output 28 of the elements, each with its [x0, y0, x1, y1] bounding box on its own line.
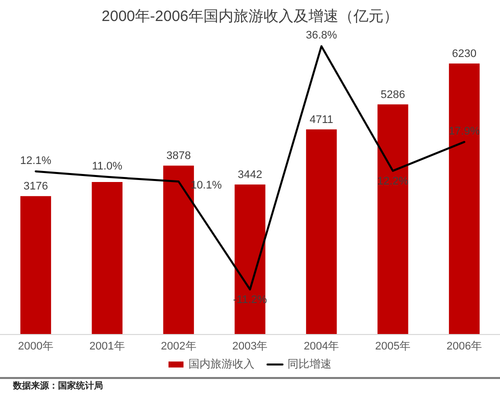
data-label: 12.1% [20, 154, 52, 167]
source-note: 数据来源：国家统计局 [12, 380, 103, 390]
data-label: 3176 [23, 180, 48, 193]
data-label: 3878 [166, 150, 191, 162]
data-label: 17.9% [448, 125, 480, 138]
data-label: 12.2% [377, 175, 409, 188]
x-tick-label: 2006年 [446, 340, 482, 352]
data-label: 6230 [452, 48, 477, 60]
data-label: 4711 [310, 114, 334, 126]
data-label: 11.0% [92, 160, 123, 172]
x-tick-label: 2000年 [18, 340, 54, 352]
x-tick-label: 2001年 [89, 340, 125, 352]
bar [234, 184, 266, 334]
x-tick-label: 2002年 [160, 340, 196, 352]
legend-label: 同比增速 [288, 358, 332, 370]
x-tick-label: 2003年 [232, 340, 268, 352]
bar [20, 196, 52, 334]
data-label: 5286 [380, 88, 406, 101]
x-tick-label: 2005年 [375, 340, 411, 352]
bar [378, 104, 408, 334]
legend-label: 国内旅游收入 [188, 358, 254, 370]
chart-title: 2000年-2006年国内旅游收入及增速（亿元） [102, 8, 398, 25]
bar [306, 129, 337, 334]
data-label: 36.8% [306, 30, 338, 42]
bar [448, 63, 480, 334]
data-label: 3442 [238, 169, 262, 182]
bar [92, 182, 122, 334]
x-tick-label: 2004年 [304, 340, 340, 352]
